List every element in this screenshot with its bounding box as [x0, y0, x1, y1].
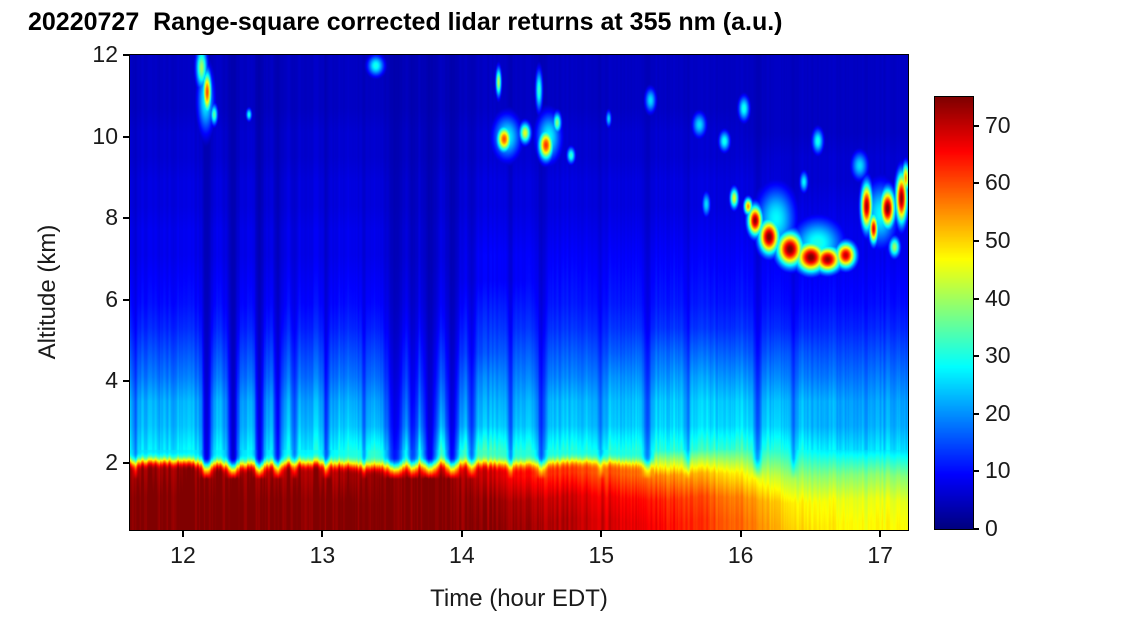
y-tick-label: 12 — [92, 41, 118, 67]
colorbar-tick-mark — [973, 412, 979, 415]
colorbar-canvas — [935, 97, 973, 529]
y-tick-mark — [123, 461, 129, 464]
y-tick-label: 4 — [105, 367, 118, 394]
y-tick-mark — [123, 54, 129, 56]
colorbar-tick-mark — [973, 182, 979, 185]
x-tick-mark — [739, 531, 742, 537]
x-tick-mark — [600, 531, 603, 537]
x-tick-mark — [321, 531, 324, 537]
y-tick-label: 2 — [105, 448, 118, 475]
x-tick-mark — [879, 531, 882, 537]
x-tick-label: 17 — [867, 542, 893, 568]
colorbar-tick-mark — [973, 470, 979, 473]
colorbar-tick-mark — [973, 240, 979, 242]
x-tick-label: 14 — [449, 542, 475, 568]
y-tick-mark — [123, 380, 129, 383]
y-tick-label: 8 — [105, 204, 118, 231]
colorbar-tick-label: 70 — [985, 111, 1011, 138]
heatmap-canvas — [130, 55, 908, 530]
y-tick-mark — [123, 217, 129, 220]
colorbar-tick-label: 10 — [985, 457, 1011, 484]
y-tick-mark — [123, 135, 129, 138]
x-tick-mark — [460, 531, 463, 537]
colorbar-tick-label: 0 — [985, 515, 998, 541]
y-tick-label: 10 — [92, 122, 118, 149]
colorbar-tick-mark — [973, 355, 979, 358]
x-tick-label: 12 — [170, 542, 196, 568]
plot-frame — [129, 54, 909, 531]
y-tick-label: 6 — [105, 285, 118, 312]
colorbar-frame — [934, 96, 974, 530]
x-tick-mark — [181, 531, 184, 537]
colorbar-tick-label: 60 — [985, 169, 1011, 196]
colorbar-tick-label: 40 — [985, 284, 1011, 311]
x-axis-label: Time (hour EDT) — [430, 585, 608, 612]
x-tick-label: 13 — [309, 542, 336, 568]
x-tick-label: 16 — [727, 542, 754, 568]
colorbar-tick-label: 50 — [985, 227, 1011, 253]
colorbar-tick-label: 20 — [985, 399, 1011, 426]
chart-title: 20220727 Range-square corrected lidar re… — [28, 8, 783, 36]
x-tick-label: 15 — [588, 542, 615, 568]
colorbar-tick-label: 30 — [985, 342, 1011, 369]
y-tick-mark — [123, 298, 129, 301]
colorbar-tick-mark — [973, 124, 979, 127]
colorbar-tick-mark — [973, 297, 979, 300]
colorbar-tick-mark — [973, 528, 979, 530]
